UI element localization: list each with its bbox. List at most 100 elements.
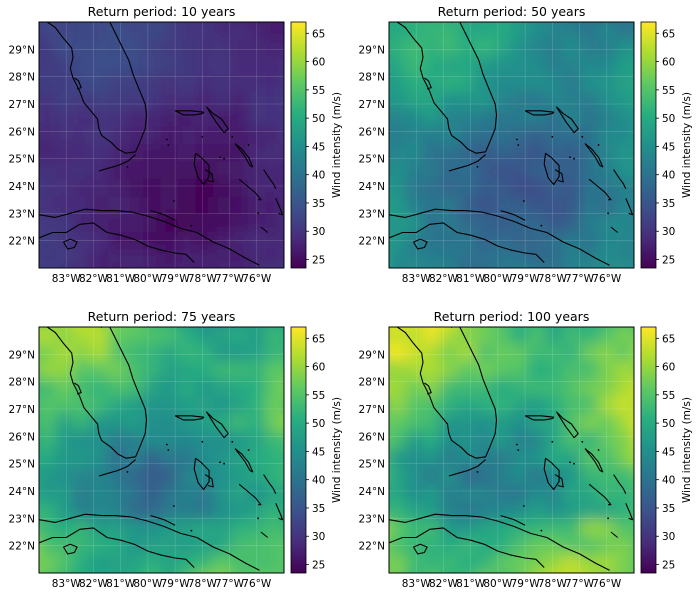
y-tick-label: 25°N [9, 154, 35, 166]
wind-cell [615, 327, 634, 346]
x-tick-label: 77°W [565, 273, 595, 285]
y-tick-label: 28°N [9, 72, 35, 84]
wind-cell [195, 519, 215, 539]
wind-cell [440, 126, 460, 146]
wind-cell [563, 466, 583, 487]
wind-cell [55, 214, 75, 234]
wind-cell [125, 231, 145, 252]
wind-cell [125, 108, 145, 129]
wind-cell [160, 396, 180, 416]
wind-cell [248, 327, 268, 328]
wind-cell [475, 396, 495, 416]
map-frame [38, 326, 285, 574]
wind-cell [405, 519, 425, 539]
wind-cell [615, 519, 634, 539]
wind-cell [545, 196, 565, 217]
wind-cell [213, 231, 233, 252]
wind-cell [73, 56, 93, 76]
coastline-andros [543, 152, 560, 186]
wind-cell [423, 413, 443, 434]
wind-cell [108, 249, 128, 268]
wind-cell [493, 466, 513, 487]
wind-cell [389, 449, 408, 469]
wind-cell [423, 179, 443, 199]
wind-cell [108, 56, 128, 76]
coastline-cubaSouth [39, 527, 195, 568]
wind-cell [405, 73, 425, 94]
wind-cell [230, 449, 250, 469]
wind-cell [160, 179, 180, 199]
wind-cell [423, 161, 443, 182]
wind-cell [528, 56, 548, 76]
wind-cell [265, 378, 284, 399]
wind-cell [458, 343, 478, 364]
y-tick-label: 28°N [9, 377, 35, 389]
wind-cell [143, 161, 163, 182]
wind-cell [528, 501, 548, 522]
wind-cell [389, 327, 408, 346]
wind-cell [125, 536, 145, 557]
island-dot [126, 166, 129, 168]
wind-cell [213, 38, 233, 59]
wind-cell [389, 572, 390, 573]
wind-cell [39, 144, 58, 164]
wind-cell [440, 73, 460, 94]
wind-cell [108, 519, 128, 539]
wind-cell [423, 536, 443, 557]
wind-cell [55, 501, 75, 522]
wind-cell [615, 378, 634, 399]
island-dot [166, 443, 168, 446]
coastline-grandBahama [524, 110, 555, 116]
wind-cell [195, 144, 215, 164]
wind-cell [230, 378, 250, 399]
wind-cell [90, 554, 110, 573]
wind-cell [528, 91, 548, 111]
island-dot [573, 157, 575, 160]
coastline-florida [46, 327, 148, 459]
wind-cell [73, 231, 93, 252]
y-tick-label: 26°N [9, 126, 35, 138]
coastline-andros [193, 152, 210, 186]
wind-cell [510, 22, 530, 41]
wind-cell [598, 38, 618, 59]
colorbar-scale [640, 21, 657, 269]
y-tick-label: 29°N [9, 349, 35, 361]
colorbar-tick-label: 55 [662, 85, 675, 97]
wind-cell [528, 449, 548, 469]
colorbar-tick-label: 25 [312, 560, 325, 572]
y-tick-label: 22°N [9, 541, 35, 553]
wind-cell [528, 38, 548, 59]
wind-cell [195, 431, 215, 451]
wind-cell [475, 161, 495, 182]
wind-cell [405, 179, 425, 199]
y-tick-label: 23°N [9, 513, 35, 525]
wind-cell [265, 361, 284, 381]
wind-cell [230, 144, 250, 164]
wind-cell [213, 343, 233, 364]
wind-cell [108, 343, 128, 364]
wind-cell [493, 449, 513, 469]
wind-cell [39, 22, 40, 41]
wind-cell [493, 56, 513, 76]
wind-cell [195, 161, 215, 182]
wind-cell [108, 327, 128, 346]
wind-cell [108, 449, 128, 469]
wind-cell [265, 501, 284, 522]
wind-cell [389, 73, 408, 94]
wind-cell [493, 536, 513, 557]
wind-cell [108, 108, 128, 129]
wind-cell [458, 214, 478, 234]
wind-cell [615, 413, 634, 434]
wind-cell [389, 466, 408, 487]
wind-cell [108, 38, 128, 59]
wind-cell [125, 91, 145, 111]
coastline-tampaBay [424, 77, 432, 90]
wind-cell [405, 361, 425, 381]
wind-cell [195, 396, 215, 416]
wind-cell [39, 91, 58, 111]
wind-cell [125, 396, 145, 416]
wind-cell [178, 361, 198, 381]
wind-cell [615, 396, 634, 416]
wind-cell [55, 196, 75, 217]
wind-cell [125, 554, 145, 573]
